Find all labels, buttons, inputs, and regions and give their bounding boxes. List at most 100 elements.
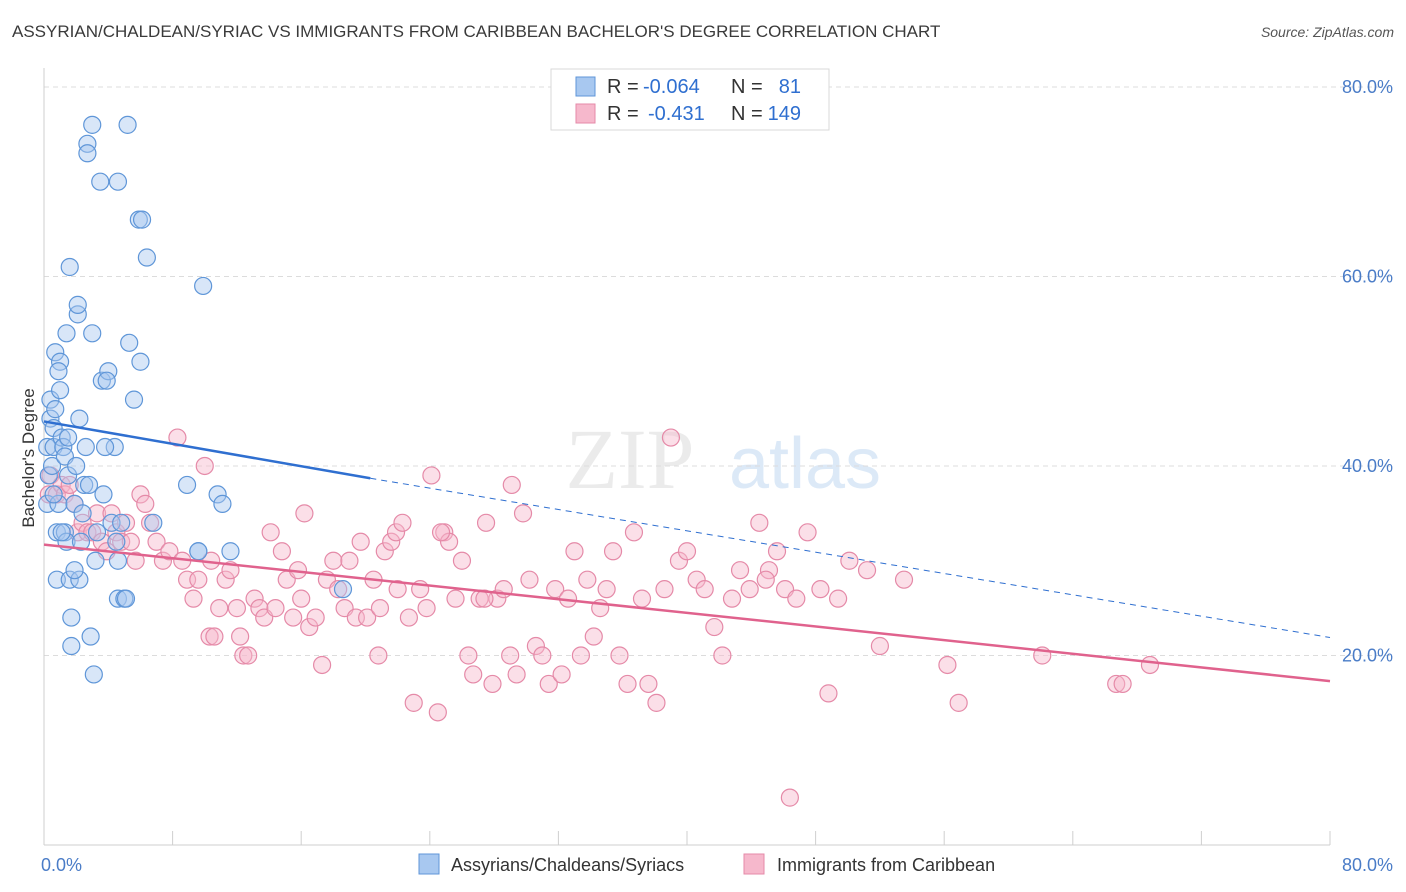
- caribbean-point: [417, 599, 436, 618]
- caribbean-point: [1140, 655, 1160, 675]
- caribbean-point: [234, 646, 253, 665]
- assyrian-point: [78, 144, 97, 163]
- assyrian-point: [124, 390, 144, 409]
- caribbean-point: [107, 523, 126, 542]
- caribbean-point: [610, 646, 629, 665]
- assyrian-point: [41, 390, 60, 409]
- caribbean-point: [647, 693, 666, 712]
- caribbean-point: [126, 551, 145, 570]
- caribbean-point: [184, 589, 203, 608]
- watermark-atlas: atlas: [729, 424, 881, 504]
- assyrian-point: [87, 523, 107, 542]
- assyrian-point: [131, 352, 150, 371]
- assyrian-point: [75, 475, 94, 495]
- caribbean-point: [639, 674, 658, 694]
- caribbean-point: [840, 551, 859, 570]
- legend-pink-r-value: -0.431: [648, 103, 705, 125]
- legend-pink-swatch: [575, 103, 596, 124]
- assyrian-point: [221, 542, 240, 561]
- assyrian-point: [112, 513, 131, 532]
- caribbean-point: [78, 523, 97, 542]
- assyrian-point: [46, 400, 65, 419]
- assyrian-point: [50, 381, 70, 400]
- assyrian-point: [208, 485, 227, 504]
- caribbean-point: [584, 627, 603, 646]
- caribbean-point: [759, 561, 779, 580]
- caribbean-point: [375, 542, 394, 561]
- assyrian-point: [65, 561, 84, 580]
- caribbean-point: [210, 599, 229, 618]
- assyrian-point: [71, 532, 91, 551]
- caribbean-point: [730, 561, 750, 580]
- assyrian-point: [73, 504, 92, 523]
- x-axis-tick-labels: 0.0% 80.0%: [41, 855, 1393, 875]
- assyrian-point: [91, 172, 110, 191]
- caribbean-point: [300, 617, 319, 637]
- assyrian-point: [213, 494, 232, 513]
- caribbean-point: [292, 589, 311, 608]
- caribbean-point: [533, 646, 552, 665]
- assyrian-point: [38, 437, 57, 457]
- assyrian-point: [83, 115, 102, 134]
- caribbean-point: [811, 580, 830, 599]
- caribbean-point: [798, 523, 817, 542]
- caribbean-point: [73, 513, 92, 532]
- assyrian-point: [46, 343, 65, 362]
- caribbean-point: [266, 599, 285, 618]
- caribbean-point: [526, 636, 545, 656]
- caribbean-point: [507, 665, 526, 684]
- legend-blue-n-value: 81: [779, 76, 801, 98]
- caribbean-point: [1107, 674, 1126, 694]
- caribbean-point: [502, 475, 521, 495]
- caribbean-point: [60, 475, 79, 495]
- caribbean-point: [306, 608, 325, 627]
- assyrian-point: [50, 352, 70, 371]
- caribbean-point: [722, 589, 742, 608]
- caribbean-point: [216, 570, 235, 589]
- caribbean-point: [393, 513, 412, 532]
- caribbean-trend-line: [43, 543, 1331, 683]
- y-tick-label: 20.0%: [1342, 645, 1393, 665]
- caribbean-point: [1113, 674, 1132, 694]
- caribbean-point: [284, 608, 303, 627]
- caribbean-point: [446, 589, 465, 608]
- caribbean-point: [386, 523, 406, 542]
- caribbean-point: [949, 693, 968, 712]
- assyrian-point: [81, 627, 100, 646]
- assyrian-point: [44, 485, 63, 504]
- assyrian-point: [79, 475, 99, 495]
- caribbean-point: [239, 646, 258, 665]
- assyrian-point: [54, 437, 73, 457]
- assyrian-point: [92, 371, 111, 390]
- y-gridlines: [44, 86, 1392, 656]
- caribbean-point: [938, 655, 957, 675]
- assyrian-point: [68, 295, 87, 314]
- caribbean-point: [750, 513, 769, 532]
- y-tick-label: 80.0%: [1342, 77, 1393, 97]
- legend-pink-r-label: R =: [607, 103, 639, 125]
- assyrian-point: [194, 276, 213, 296]
- caribbean-point: [112, 532, 131, 551]
- caribbean-point: [431, 523, 451, 542]
- legend-bottom-blue-label: Assyrians/Chaldeans/Syriacs: [451, 855, 684, 875]
- assyrian-point: [144, 513, 163, 532]
- x-tick-label: 80.0%: [1342, 855, 1393, 875]
- assyrian-point: [42, 456, 62, 476]
- caribbean-point: [829, 589, 848, 608]
- caribbean-point: [464, 665, 483, 684]
- assyrian-point: [108, 172, 128, 191]
- assyrian-point: [177, 475, 197, 495]
- caribbean-point: [369, 646, 388, 665]
- caribbean-point: [501, 646, 520, 665]
- assyrian-point: [189, 542, 208, 561]
- caribbean-point: [200, 627, 219, 646]
- caribbean-point: [87, 504, 107, 523]
- caribbean-point: [661, 428, 681, 447]
- assyrian-point: [86, 551, 105, 570]
- caribbean-point: [295, 504, 314, 523]
- caribbean-point: [189, 570, 208, 589]
- assyrian-point: [59, 428, 78, 447]
- caribbean-point: [312, 655, 332, 675]
- assyrian-point: [102, 513, 121, 532]
